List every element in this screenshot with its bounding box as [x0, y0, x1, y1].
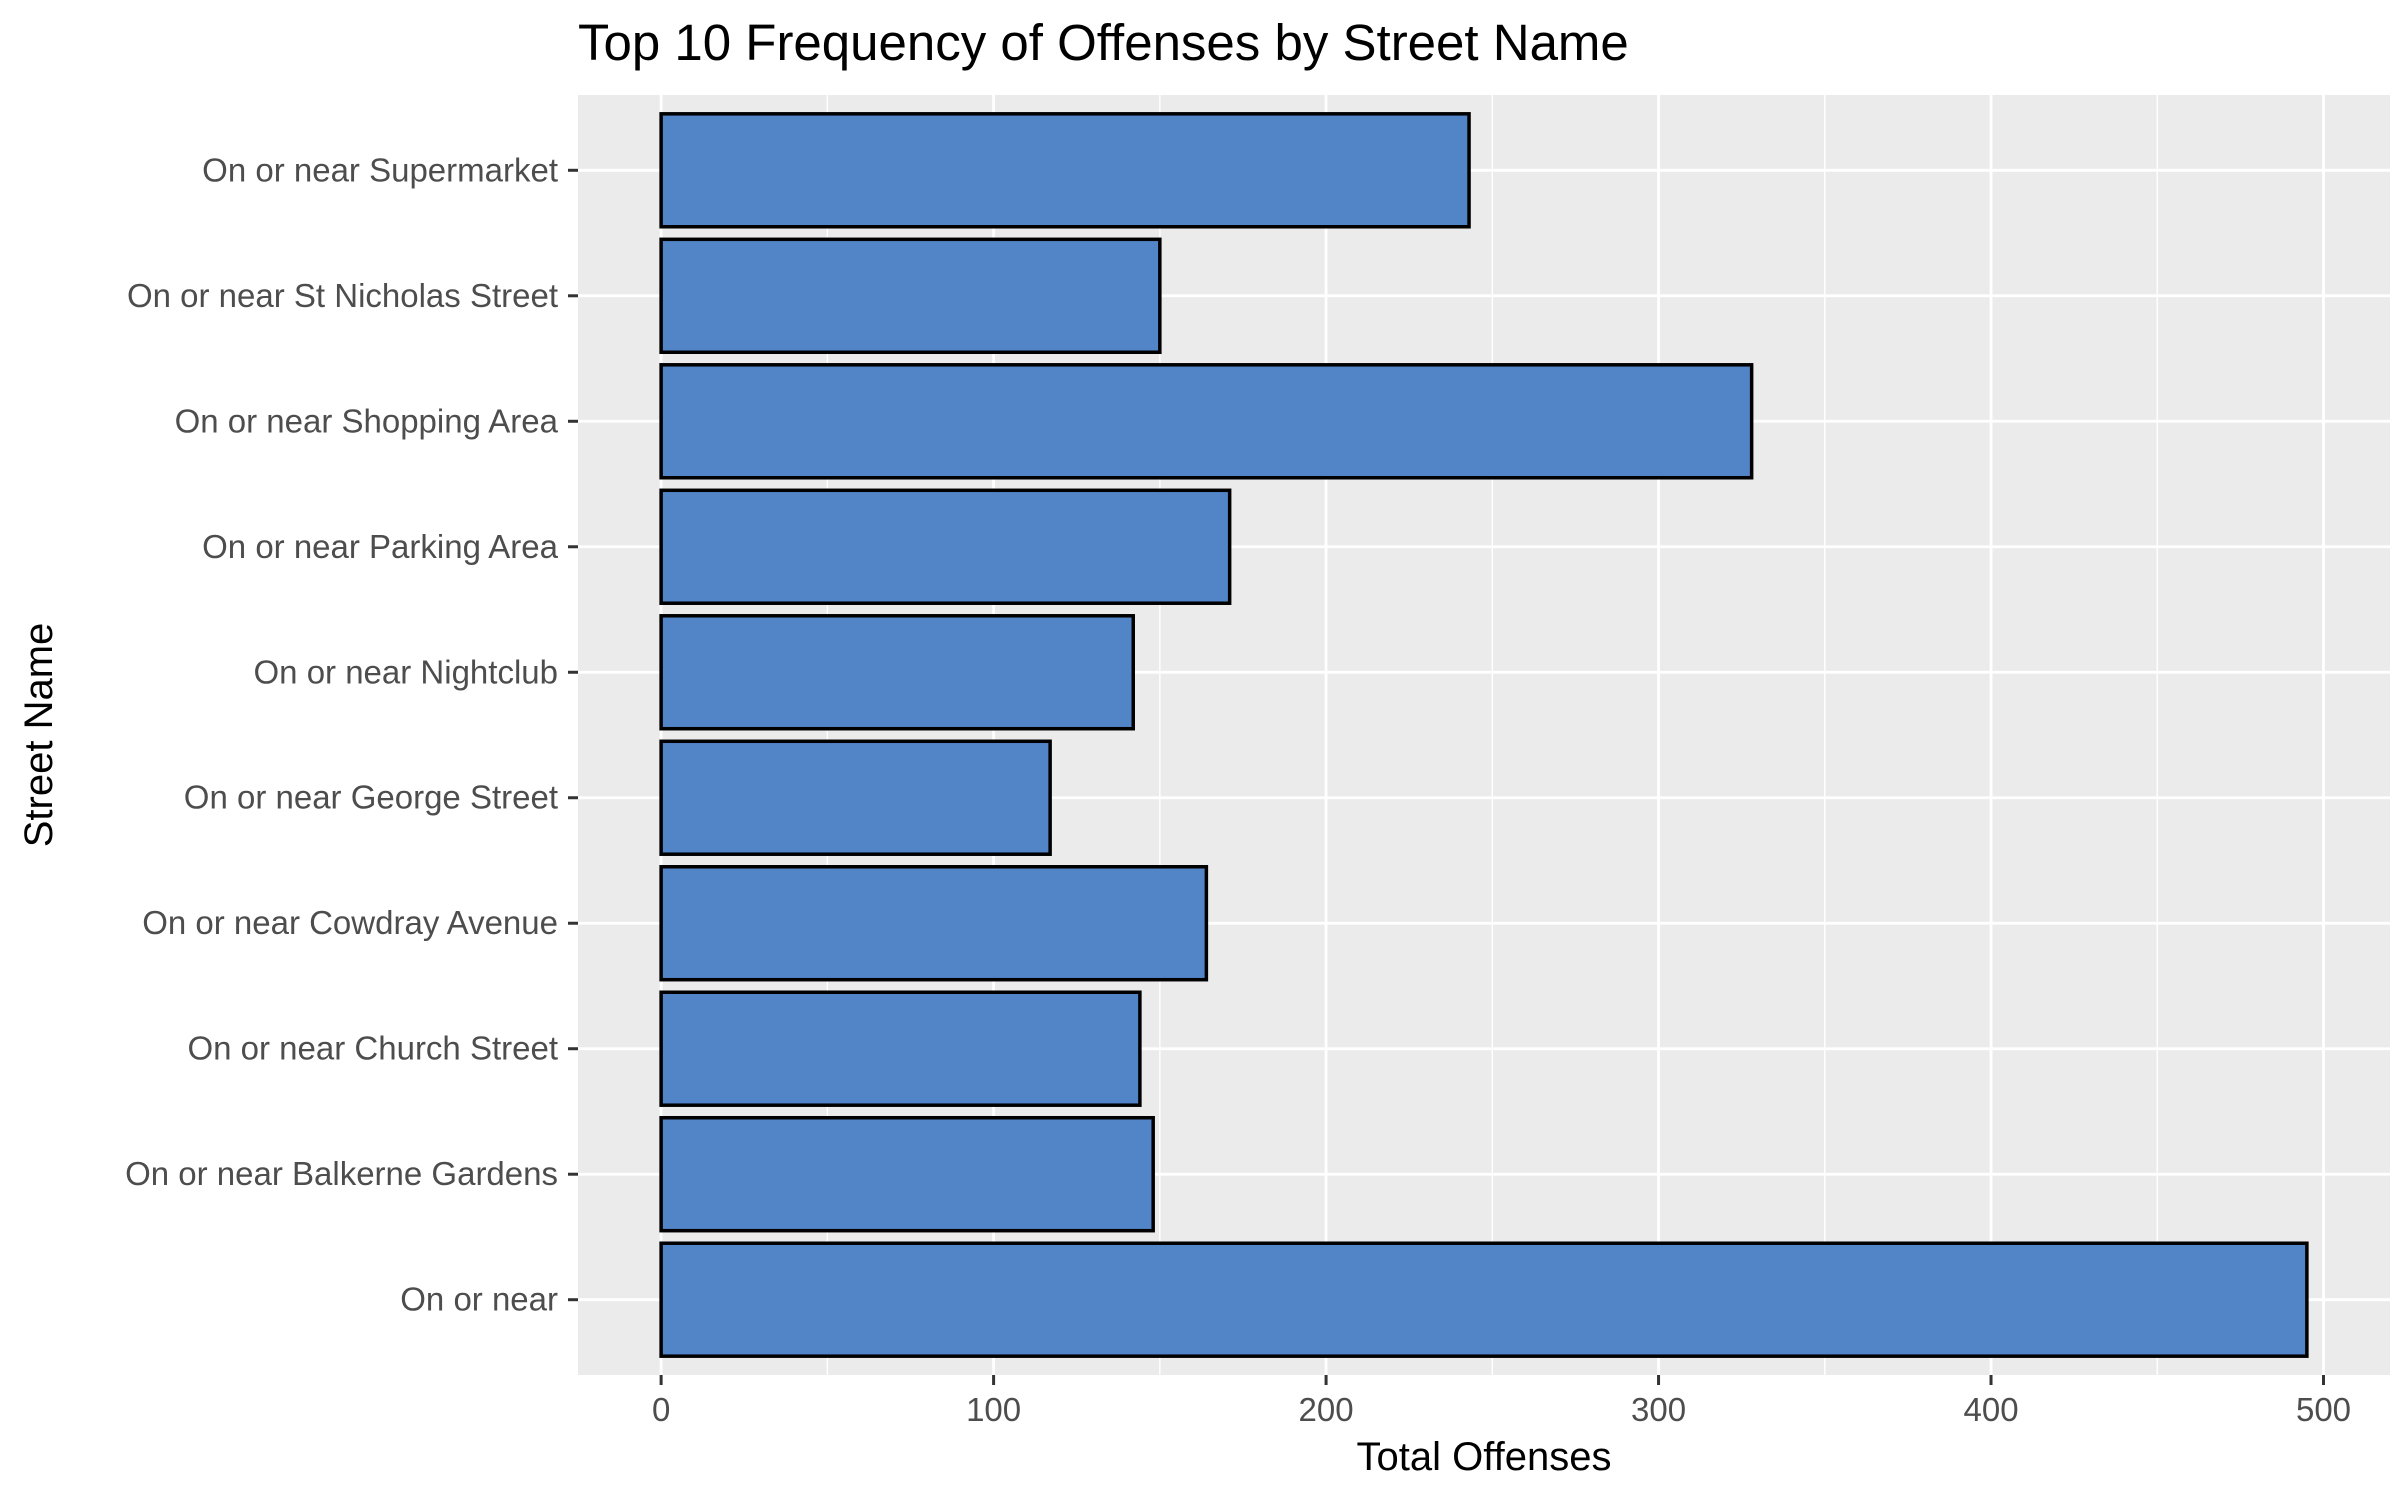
y-tick-label: On or near Cowdray Avenue	[142, 904, 558, 941]
bar	[659, 614, 1135, 731]
y-axis: On or near On or near Balkerne Gardens On…	[125, 151, 578, 1318]
y-tick-label: On or near Supermarket	[202, 151, 558, 188]
y-tick-label: On or near Parking Area	[202, 528, 559, 565]
grid-lines	[578, 95, 2390, 1375]
y-tick-label: On or near Church Street	[187, 1030, 558, 1067]
bar	[659, 488, 1232, 605]
bar	[659, 237, 1162, 355]
bars	[659, 112, 2309, 1358]
y-axis-title: Street Name	[17, 623, 61, 848]
x-tick-label: 0	[652, 1391, 670, 1428]
y-tick-label: On or near Balkerne Gardens	[125, 1155, 558, 1192]
x-tick-label: 100	[966, 1391, 1021, 1428]
x-tick-label: 300	[1631, 1391, 1686, 1428]
x-axis: 0 100 200 300 400 500	[652, 1375, 2351, 1428]
bar	[659, 1115, 1155, 1233]
bar	[659, 1241, 2309, 1358]
bar	[659, 739, 1052, 856]
y-tick-label: On or near St Nicholas Street	[127, 277, 558, 314]
y-tick-label: On or near Shopping Area	[175, 402, 559, 439]
x-tick-label: 500	[2296, 1391, 2351, 1428]
bar	[659, 865, 1209, 982]
bar	[659, 363, 1754, 480]
x-tick-label: 400	[1963, 1391, 2018, 1428]
bar	[659, 112, 1471, 229]
chart-title: Top 10 Frequency of Offenses by Street N…	[578, 14, 1629, 71]
y-tick-label: On or near Nightclub	[254, 653, 559, 690]
y-tick-label: On or near	[400, 1281, 558, 1318]
bar	[659, 990, 1142, 1107]
y-tick-label: On or near George Street	[184, 779, 558, 816]
x-axis-title: Total Offenses	[1357, 1435, 1612, 1479]
x-tick-label: 200	[1299, 1391, 1354, 1428]
